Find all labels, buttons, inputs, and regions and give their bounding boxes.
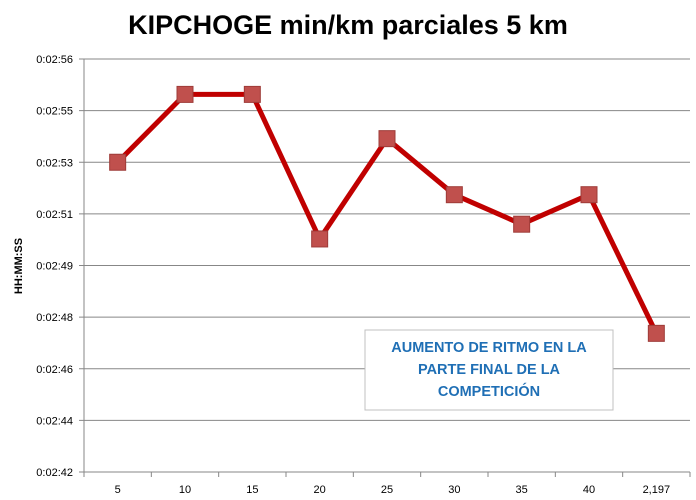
x-tick-label: 2,197 (643, 484, 671, 496)
y-tick-label: 0:02:53 (36, 157, 73, 169)
x-tick-label: 40 (583, 484, 595, 496)
y-tick-label: 0:02:49 (36, 261, 73, 273)
y-tick-label: 0:02:46 (36, 364, 73, 376)
data-point-marker (378, 130, 396, 148)
x-tick-label: 5 (115, 484, 121, 496)
data-point-marker (445, 186, 463, 204)
y-tick-label: 0:02:55 (36, 106, 73, 118)
annotation-line-1: AUMENTO DE RITMO EN LA (391, 340, 587, 356)
y-tick-label: 0:02:44 (36, 415, 73, 427)
data-point-marker (176, 85, 194, 103)
x-tick-label: 15 (246, 484, 258, 496)
chart-title: KIPCHOGE min/km parciales 5 km (128, 10, 568, 40)
data-point-marker (513, 215, 531, 233)
x-tick-label: 30 (448, 484, 460, 496)
annotation-box: AUMENTO DE RITMO EN LA PARTE FINAL DE LA… (364, 329, 614, 411)
data-point-marker (647, 324, 665, 342)
y-tick-label: 0:02:56 (36, 54, 73, 66)
data-point-marker (311, 230, 329, 248)
series-group (109, 85, 665, 342)
annotation-line-3: COMPETICIÓN (438, 382, 540, 400)
x-tick-labels: 5 10 15 20 25 30 35 40 2,197 (115, 484, 670, 496)
y-tick-label: 0:02:42 (36, 467, 73, 479)
x-tick-label: 10 (179, 484, 191, 496)
y-axis-label: HH:MM:SS (13, 238, 25, 294)
x-tick-label: 35 (516, 484, 528, 496)
data-point-marker (580, 186, 598, 204)
x-tick-label: 25 (381, 484, 393, 496)
y-tick-label: 0:02:51 (36, 209, 73, 221)
annotation-line-2: PARTE FINAL DE LA (418, 362, 561, 378)
data-point-marker (109, 153, 127, 171)
y-tick-label: 0:02:48 (36, 312, 73, 324)
y-tick-labels: 0:02:42 0:02:44 0:02:46 0:02:48 0:02:49 0:02:… (36, 54, 73, 479)
data-point-marker (243, 85, 261, 103)
x-tick-label: 20 (314, 484, 326, 496)
annotation-frame (364, 329, 614, 411)
gridlines (79, 58, 691, 477)
